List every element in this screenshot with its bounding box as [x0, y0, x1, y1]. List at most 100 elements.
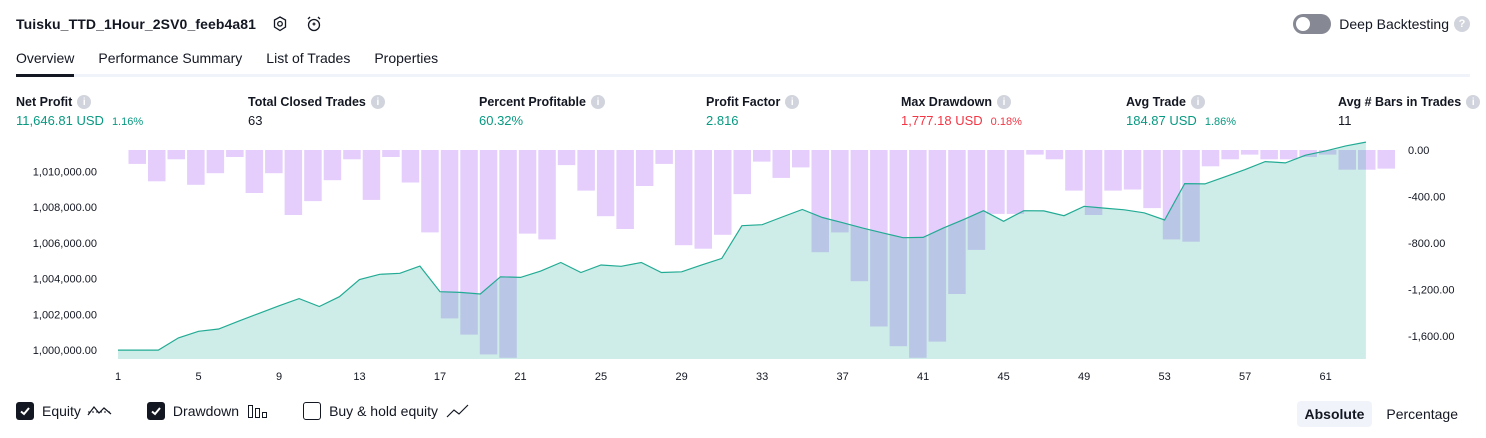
- drawdown-bar[interactable]: [499, 150, 517, 358]
- metric-label: Total Closed Trades: [248, 95, 366, 109]
- drawdown-bar[interactable]: [362, 150, 381, 200]
- buy-hold-checkbox[interactable]: [303, 402, 322, 420]
- legend-equity[interactable]: Equity: [16, 402, 113, 420]
- drawdown-bar[interactable]: [538, 150, 556, 240]
- drawdown-bar[interactable]: [148, 150, 166, 182]
- tab-bar: Overview Performance Summary List of Tra…: [16, 44, 1470, 77]
- drawdown-bar[interactable]: [1065, 150, 1083, 191]
- tab-properties[interactable]: Properties: [374, 50, 439, 66]
- metric-net-profit: Net Profit i 11,646.81 USD 1.16%: [16, 94, 143, 128]
- settings-icon[interactable]: [270, 14, 290, 34]
- info-icon[interactable]: i: [785, 95, 800, 109]
- drawdown-bar[interactable]: [694, 150, 713, 249]
- drawdown-bar[interactable]: [1338, 150, 1357, 170]
- drawdown-bar[interactable]: [792, 150, 810, 168]
- drawdown-bar[interactable]: [674, 150, 693, 246]
- legend-buy-hold-equity[interactable]: Buy & hold equity: [303, 402, 470, 420]
- drawdown-bar[interactable]: [1084, 150, 1103, 215]
- drawdown-bar[interactable]: [1006, 150, 1025, 214]
- right-axis-tick-label: -1,200.00: [1408, 284, 1454, 296]
- tab-overview[interactable]: Overview: [16, 44, 75, 77]
- drawdown-bar[interactable]: [1123, 150, 1142, 190]
- drawdown-bar[interactable]: [323, 150, 342, 181]
- drawdown-bar[interactable]: [187, 150, 205, 185]
- drawdown-checkbox[interactable]: [146, 402, 165, 420]
- drawdown-bar[interactable]: [518, 150, 537, 234]
- drawdown-bar[interactable]: [967, 150, 986, 250]
- drawdown-bar[interactable]: [479, 150, 498, 355]
- add-alert-icon[interactable]: [304, 14, 324, 34]
- drawdown-bar[interactable]: [616, 150, 634, 229]
- drawdown-bar[interactable]: [1201, 150, 1220, 167]
- drawdown-bar[interactable]: [245, 150, 264, 193]
- drawdown-bar[interactable]: [343, 150, 361, 160]
- drawdown-bar[interactable]: [460, 150, 478, 335]
- drawdown-bar[interactable]: [870, 150, 888, 327]
- drawdown-bar[interactable]: [714, 150, 732, 235]
- drawdown-bar[interactable]: [1377, 150, 1396, 169]
- drawdown-bar[interactable]: [421, 150, 439, 233]
- drawdown-bar[interactable]: [635, 150, 654, 186]
- metric-label: Avg # Bars in Trades: [1338, 95, 1462, 109]
- info-icon[interactable]: i: [997, 95, 1011, 109]
- drawdown-bar[interactable]: [1104, 150, 1122, 191]
- drawdown-bar[interactable]: [265, 150, 283, 174]
- drawdown-bar[interactable]: [733, 150, 752, 195]
- deep-backtesting-toggle[interactable]: [1293, 14, 1332, 34]
- drawdown-bar[interactable]: [577, 150, 595, 191]
- drawdown-bar[interactable]: [1182, 150, 1200, 242]
- drawdown-bar[interactable]: [596, 150, 615, 217]
- drawdown-bar[interactable]: [1318, 150, 1337, 155]
- metric-label: Avg Trade: [1126, 95, 1186, 109]
- drawdown-bar[interactable]: [440, 150, 459, 319]
- metric-profit-factor: Profit Factor i 2.816: [706, 94, 800, 128]
- equity-drawdown-chart[interactable]: 1,000,000.00 1,002,000.00 1,004,000.00 1,00…: [0, 140, 1486, 395]
- tab-list-of-trades[interactable]: List of Trades: [266, 50, 351, 66]
- tab-performance-summary[interactable]: Performance Summary: [98, 50, 243, 66]
- drawdown-bar[interactable]: [772, 150, 791, 178]
- drawdown-bar[interactable]: [655, 150, 673, 164]
- drawdown-bar[interactable]: [226, 150, 244, 157]
- drawdown-bar[interactable]: [304, 150, 322, 202]
- absolute-button[interactable]: Absolute: [1296, 401, 1373, 427]
- drawdown-bar[interactable]: [1143, 150, 1161, 209]
- drawdown-bar[interactable]: [1299, 150, 1317, 157]
- drawdown-bar[interactable]: [401, 150, 420, 183]
- help-icon[interactable]: ?: [1454, 16, 1470, 32]
- drawdown-bar[interactable]: [1279, 150, 1298, 160]
- metric-label: Max Drawdown: [901, 95, 992, 109]
- drawdown-bar[interactable]: [167, 150, 186, 160]
- drawdown-bar[interactable]: [889, 150, 908, 347]
- drawdown-bar[interactable]: [1221, 150, 1239, 160]
- drawdown-bar[interactable]: [850, 150, 869, 282]
- drawdown-bar[interactable]: [753, 150, 771, 162]
- drawdown-bar[interactable]: [382, 150, 400, 157]
- x-axis-tick-label: 1: [115, 371, 121, 383]
- drawdown-bar[interactable]: [1260, 150, 1278, 160]
- info-icon[interactable]: i: [590, 95, 605, 109]
- drawdown-bar[interactable]: [1240, 150, 1259, 155]
- drawdown-bar[interactable]: [1026, 150, 1044, 155]
- drawdown-bar[interactable]: [557, 150, 576, 166]
- drawdown-bar[interactable]: [284, 150, 303, 215]
- x-axis-tick-label: 37: [836, 371, 848, 383]
- equity-checkbox[interactable]: [16, 402, 34, 420]
- equity-line[interactable]: [118, 141, 1367, 351]
- drawdown-bar[interactable]: [987, 150, 1005, 214]
- drawdown-bar[interactable]: [128, 150, 147, 164]
- info-icon[interactable]: i: [1190, 95, 1205, 109]
- drawdown-bar[interactable]: [928, 150, 947, 342]
- legend-drawdown[interactable]: Drawdown: [146, 402, 269, 420]
- drawdown-bar[interactable]: [831, 150, 849, 233]
- drawdown-bar[interactable]: [909, 150, 927, 358]
- drawdown-bar[interactable]: [1358, 150, 1376, 170]
- info-icon[interactable]: i: [1466, 95, 1481, 109]
- drawdown-bar[interactable]: [206, 150, 225, 174]
- drawdown-bar[interactable]: [1162, 150, 1181, 240]
- x-axis-tick-label: 45: [997, 371, 1009, 383]
- percentage-button[interactable]: Percentage: [1386, 406, 1458, 422]
- info-icon[interactable]: i: [77, 95, 92, 109]
- drawdown-bar[interactable]: [1045, 150, 1064, 160]
- drawdown-bar[interactable]: [811, 150, 830, 253]
- info-icon[interactable]: i: [370, 95, 385, 109]
